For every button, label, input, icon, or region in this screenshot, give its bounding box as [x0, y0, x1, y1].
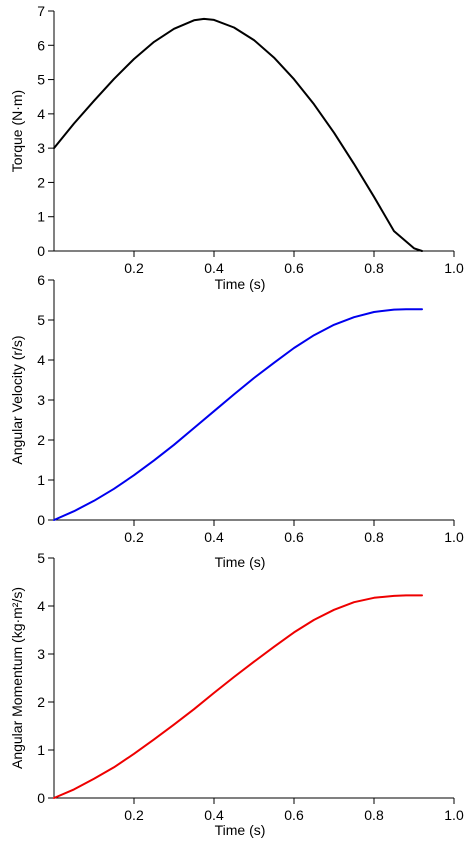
torque-y-tick-label: 1 — [37, 209, 45, 225]
angular-velocity-y-tick-label: 5 — [37, 312, 45, 328]
angular-momentum-x-tick-label: 0.8 — [364, 807, 384, 823]
angular-velocity-x-tick-label: 1.0 — [444, 529, 464, 545]
angular-velocity-x-tick-label: 0.4 — [204, 529, 224, 545]
torque-x-tick-label: 1.0 — [444, 260, 464, 276]
torque-y-tick-label: 0 — [37, 243, 45, 259]
torque-x-tick-label: 0.4 — [204, 260, 224, 276]
torque-y-tick-label: 4 — [37, 106, 45, 122]
angular-velocity-series-line — [53, 308, 423, 521]
angular-velocity-x-axis-title: Time (s) — [215, 554, 266, 570]
torque-y-axis-title: Torque (N·m) — [9, 90, 25, 172]
angular-velocity-y-tick-label: 1 — [37, 472, 45, 488]
angular-velocity-chart: 0 1 2 3 4 5 6 0.2 0.4 0.6 0.8 1.0 Time (s) Angular Ve… — [9, 272, 464, 570]
torque-y-tick-label: 2 — [37, 174, 45, 190]
angular-velocity-y-axis-title: Angular Velocity (r/s) — [9, 335, 25, 464]
angular-velocity-x-tick-label: 0.6 — [284, 529, 304, 545]
angular-velocity-y-tick-label: 3 — [37, 392, 45, 408]
angular-momentum-y-tick-label: 1 — [37, 742, 45, 758]
angular-velocity-y-tick-label: 2 — [37, 432, 45, 448]
angular-momentum-x-tick-label: 0.4 — [204, 807, 224, 823]
torque-series-line — [53, 17, 423, 252]
angular-velocity-y-tick-label: 4 — [37, 352, 45, 368]
angular-velocity-x-tick-label: 0.8 — [364, 529, 384, 545]
angular-momentum-x-tick-label: 1.0 — [444, 807, 464, 823]
torque-chart: 0 1 2 3 4 5 6 7 0.2 0.4 0.6 0.8 1.0 Time (s) Torque (N… — [9, 3, 464, 292]
angular-momentum-y-axis-title: Angular Momentum (kg·m²/s) — [9, 587, 25, 769]
angular-momentum-x-tick-label: 0.6 — [284, 807, 304, 823]
torque-y-tick-label: 5 — [37, 72, 45, 88]
angular-momentum-x-tick-label: 0.2 — [124, 807, 144, 823]
torque-x-tick-label: 0.2 — [124, 260, 144, 276]
angular-velocity-x-tick-label: 0.2 — [124, 529, 144, 545]
angular-momentum-y-tick-label: 5 — [37, 550, 45, 566]
angular-momentum-y-tick-label: 0 — [37, 790, 45, 806]
angular-velocity-y-tick-label: 6 — [37, 272, 45, 288]
angular-momentum-chart: 0 1 2 3 4 5 0.2 0.4 0.6 0.8 1.0 Time (s) Angular Mom… — [9, 550, 464, 838]
torque-x-tick-label: 0.6 — [284, 260, 304, 276]
angular-momentum-y-tick-label: 2 — [37, 694, 45, 710]
torque-x-axis-title: Time (s) — [215, 276, 266, 292]
torque-y-tick-label: 3 — [37, 140, 45, 156]
angular-momentum-series-line — [53, 594, 423, 799]
angular-momentum-y-tick-label: 3 — [37, 646, 45, 662]
torque-y-tick-label: 7 — [37, 3, 45, 19]
angular-momentum-y-tick-label: 4 — [37, 598, 45, 614]
torque-x-tick-label: 0.8 — [364, 260, 384, 276]
angular-momentum-x-axis-title: Time (s) — [215, 822, 266, 838]
angular-velocity-y-tick-label: 0 — [37, 512, 45, 528]
torque-y-tick-label: 6 — [37, 37, 45, 53]
